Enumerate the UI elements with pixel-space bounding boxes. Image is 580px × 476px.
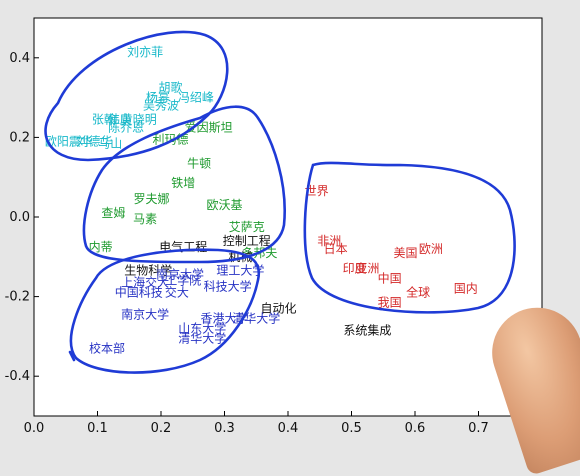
word-embedding-scatter-chart: 0.00.10.20.30.40.50.60.70.80.40.20.0-0.2… [5,17,553,436]
plot-area [33,17,543,417]
word-point: 中国科技 [115,285,163,300]
word-point: 南京大学 [156,267,204,282]
word-point: 交大 [165,285,189,300]
word-point: 印度 [343,261,367,276]
word-point: 罗夫娜 [133,192,169,206]
word-point: 日本 [324,242,348,256]
cluster-outline-tail [68,350,76,362]
axis-ticks: 0.00.10.20.30.40.50.60.70.80.40.20.0-0.2… [5,51,553,436]
y-tick-label: 0.0 [9,210,30,225]
word-point: 工学院 [165,273,201,288]
word-point: 胡歌 [159,80,183,95]
word-point: 理工大学 [216,263,264,278]
y-tick-label: 0.4 [9,51,30,66]
word-point: 刘德华 [76,133,112,148]
word-point: 国内 [454,282,478,296]
word-point: 系统集成 [343,322,391,337]
word-point: 陈乔恩 [108,119,144,134]
y-tick-label: -0.2 [5,290,30,305]
word-point: 马山 [98,136,122,150]
y-tick-label: -0.4 [5,369,30,384]
word-point: 欧洲 [419,242,443,256]
word-point: 张翰 [92,111,116,126]
cluster-outline-universities [69,248,261,374]
x-tick-label: 0.5 [341,421,362,436]
word-point: 世界 [305,184,329,198]
word-point: 中国 [378,271,402,286]
word-point: 全球 [406,285,430,300]
word-point: 非洲 [317,234,341,248]
word-point: 清华大学 [178,330,226,345]
word-point: 自动化 [260,302,296,316]
word-point: 韩庚 [108,111,132,126]
x-tick-label: 0.4 [278,421,299,436]
cluster-outline-places [303,161,516,314]
word-point: 查姆 [101,206,125,220]
hand-drawn-cluster-outlines [44,30,516,374]
word-point: 美国 [393,246,417,260]
word-point: 铁增 [171,176,195,190]
word-point: 欧阳震华 [45,134,93,148]
x-tick-label: 0.1 [87,421,108,436]
word-point: 吴秀波 [143,99,179,113]
cluster-outline-scientists [82,105,286,264]
word-point: 南京大学 [121,307,169,322]
word-point: 内蒂 [89,240,113,254]
word-point: 山东大学 [178,320,226,335]
word-point: 牛顿 [187,155,211,170]
word-point: 冯绍峰 [178,91,214,105]
word-point: 校本部 [89,340,125,355]
word-point: 香港大学 [200,310,248,325]
x-tick-label: 0.6 [405,421,426,436]
word-point: 我国 [378,296,402,310]
x-tick-label: 0.0 [24,421,45,436]
word-point: 科技大学 [204,279,252,294]
x-tick-label: 0.7 [468,421,489,436]
word-point: 上海交大 [121,275,169,290]
x-tick-label: 0.2 [151,421,172,436]
x-tick-label: 0.3 [214,421,235,436]
word-point: 亚洲 [355,262,379,276]
word-point: 欧沃基 [206,198,242,212]
word-point: 艾萨克 [229,220,265,234]
word-point: 生物科学 [124,263,172,278]
y-tick-label: 0.2 [9,130,30,145]
word-point: 杨幂 [146,90,170,105]
word-point: 控制工程 [223,233,271,248]
word-point: 马素 [133,212,157,226]
word-point: 刘亦菲 [127,44,163,59]
word-point: 黄晓明 [121,112,157,126]
